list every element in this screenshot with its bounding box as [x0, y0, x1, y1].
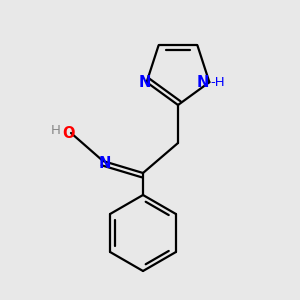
Text: -H: -H — [210, 76, 225, 89]
Text: N: N — [138, 75, 151, 90]
Text: O: O — [62, 125, 75, 140]
Text: H: H — [51, 124, 61, 136]
Text: N: N — [197, 75, 209, 90]
Text: N: N — [99, 155, 111, 170]
